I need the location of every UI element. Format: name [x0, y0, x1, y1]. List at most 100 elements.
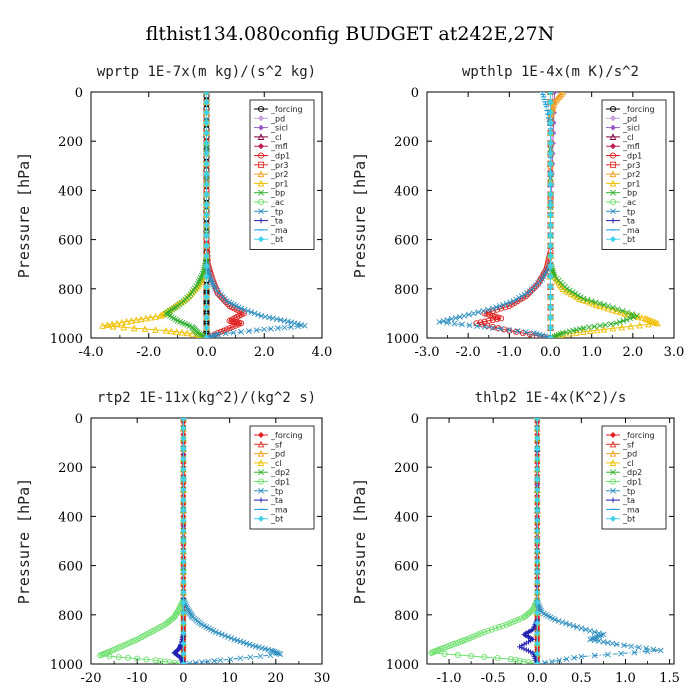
data-point: [547, 283, 554, 290]
data-point: [534, 650, 541, 657]
data-point: [203, 334, 210, 338]
legend: _forcing_pd_sicl_cl_mfl_dp1_pr3_pr2_pr1_…: [249, 99, 315, 250]
data-point: [601, 301, 607, 308]
data-point: [238, 328, 245, 335]
data-point: [484, 311, 491, 318]
data-point: [215, 331, 221, 338]
data-point: [214, 330, 222, 337]
legend-swatch-marker: [610, 487, 616, 494]
data-point: [644, 648, 651, 655]
data-point: [547, 181, 554, 188]
x-tick-label: 0.0: [527, 671, 548, 686]
data-point: [180, 527, 187, 534]
legend-swatch-marker: [609, 105, 617, 113]
x-tick-label: -1.0: [437, 671, 462, 686]
data-point: [180, 517, 187, 524]
data-point: [436, 319, 443, 325]
data-point: [619, 308, 626, 314]
x-tick-label: -1.0: [497, 345, 522, 360]
data-point: [203, 263, 210, 270]
data-point: [591, 323, 598, 330]
data-point: [534, 527, 541, 534]
data-point: [141, 325, 149, 333]
data-point: [572, 290, 579, 297]
data-point: [180, 486, 187, 493]
data-point: [654, 319, 661, 327]
data-point: [203, 252, 210, 260]
data-point: [115, 653, 122, 661]
data-point: [631, 649, 638, 656]
data-point: [216, 292, 224, 299]
data-point: [549, 103, 557, 110]
data-point: [489, 316, 496, 324]
data-point: [512, 656, 519, 663]
data-point: [494, 655, 501, 662]
data-point: [180, 455, 187, 463]
legend-swatch-marker: [609, 115, 617, 122]
data-point: [211, 658, 218, 664]
y-tick-label: 400: [58, 510, 83, 525]
data-point: [555, 618, 562, 624]
data-point: [525, 639, 532, 645]
data-point: [180, 435, 187, 442]
data-point: [118, 318, 126, 326]
data-point: [222, 330, 229, 337]
y-tick-label: 600: [394, 234, 419, 249]
data-point: [592, 299, 599, 306]
data-point: [551, 333, 558, 338]
legend-swatch-marker: [257, 198, 265, 206]
legend-swatch-marker: [609, 459, 617, 466]
legend-swatch-marker: [258, 189, 264, 196]
x-tick-label: -2.0: [136, 345, 161, 360]
data-point: [275, 650, 282, 657]
data-point: [565, 288, 572, 296]
data-point: [530, 636, 536, 642]
data-point: [132, 316, 140, 324]
legend-entry: _pr1: [270, 179, 288, 188]
data-point: [623, 316, 630, 323]
data-point: [537, 606, 544, 612]
data-point: [547, 160, 554, 167]
data-point: [203, 129, 210, 137]
plot-area: [428, 418, 664, 664]
data-point: [137, 315, 145, 323]
x-tick-label: 0.0: [196, 345, 217, 360]
data-point: [207, 333, 214, 338]
chart-panel-4: thlp2 1E-4x(K^2)/s Pressure [hPa] -1.0 -0.5…: [351, 390, 680, 686]
data-point: [604, 639, 611, 646]
legend-swatch-marker: [257, 440, 265, 448]
data-point: [475, 631, 482, 638]
data-point: [559, 285, 567, 292]
legend-swatch-marker: [257, 478, 265, 485]
figure-title: flthist134.080config BUDGET at242E,27N: [146, 23, 555, 45]
data-point: [481, 310, 488, 317]
series-dp1: [97, 418, 187, 664]
legend-entry: _ac: [622, 198, 636, 207]
legend-entry: _dp2: [270, 468, 290, 477]
data-point: [535, 280, 542, 287]
data-point: [466, 322, 473, 329]
data-point: [152, 313, 159, 320]
data-point: [547, 335, 554, 338]
data-point: [510, 298, 517, 305]
data-point: [534, 630, 541, 637]
data-point: [246, 641, 253, 648]
data-point: [203, 324, 210, 331]
data-point: [489, 325, 496, 331]
data-point: [203, 109, 210, 116]
data-point: [591, 637, 598, 644]
legend-entry: _tp: [270, 487, 283, 496]
data-point: [657, 647, 664, 654]
panel-title: wpthlp 1E-4x(m K)/s^2: [462, 64, 639, 80]
data-point: [203, 273, 210, 280]
data-point: [547, 109, 554, 116]
data-point: [261, 326, 268, 333]
data-point: [157, 657, 164, 664]
data-point: [180, 466, 187, 473]
data-point: [528, 649, 534, 655]
data-point: [211, 332, 218, 338]
legend-entry: _forcing: [622, 431, 655, 440]
legend-swatch-marker: [257, 170, 265, 178]
data-point: [573, 326, 580, 333]
data-point: [635, 644, 642, 651]
